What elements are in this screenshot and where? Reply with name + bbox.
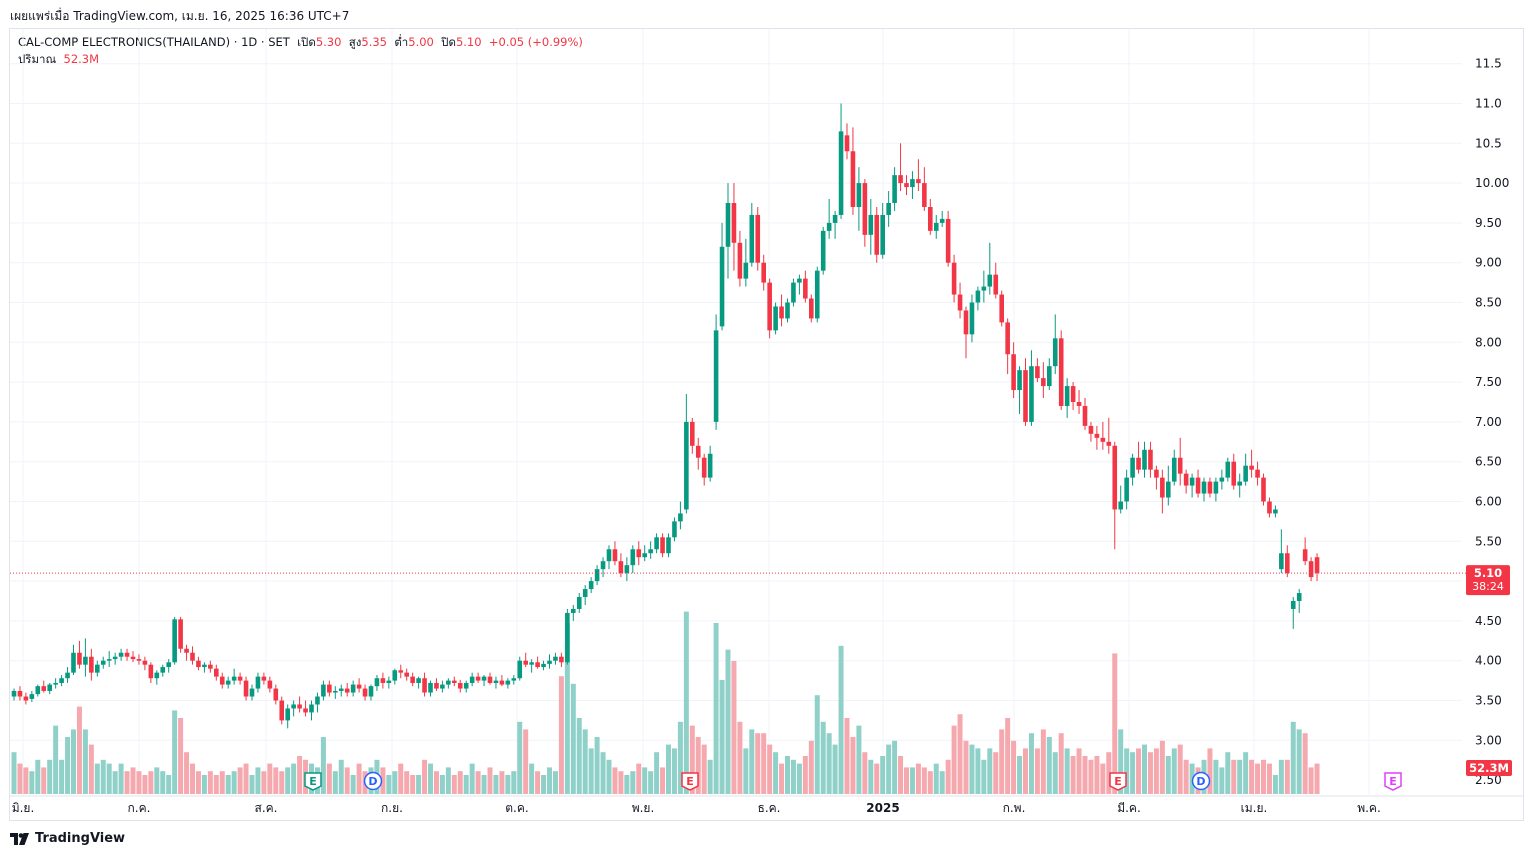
legend-low-value: 5.00 [408, 35, 434, 49]
legend-high-label: สูง [348, 35, 362, 49]
legend-high-value: 5.35 [361, 35, 387, 49]
legend-volume-value: 52.3M [63, 52, 100, 66]
legend-low-label: ต่ำ [394, 35, 409, 49]
top-bar: เผยแพร่เมื่อ TradingView.com, เม.ย. 16, … [0, 0, 1534, 28]
chart-frame[interactable] [9, 28, 1524, 821]
legend-ohlc-row: CAL-COMP ELECTRONICS(THAILAND) · 1D · SE… [18, 34, 583, 51]
legend-close-label: ปิด [441, 35, 456, 49]
legend-open-label: เปิด [297, 35, 316, 49]
tradingview-logo-icon [10, 832, 29, 845]
legend-change: +0.05 (+0.99%) [488, 35, 583, 49]
legend-symbol[interactable]: CAL-COMP ELECTRONICS(THAILAND) · 1D · SE… [18, 35, 290, 49]
legend-close-value: 5.10 [455, 35, 482, 49]
legend-open-value: 5.30 [315, 35, 342, 49]
published-text: เผยแพร่เมื่อ TradingView.com, เม.ย. 16, … [10, 9, 350, 23]
legend-volume-row: ปริมาณ 52.3M [18, 51, 583, 68]
legend-volume-label: ปริมาณ [18, 52, 57, 66]
chart-legend: CAL-COMP ELECTRONICS(THAILAND) · 1D · SE… [18, 34, 583, 68]
footer-brand[interactable]: TradingView [10, 831, 125, 846]
footer-brand-name: TradingView [35, 831, 126, 846]
